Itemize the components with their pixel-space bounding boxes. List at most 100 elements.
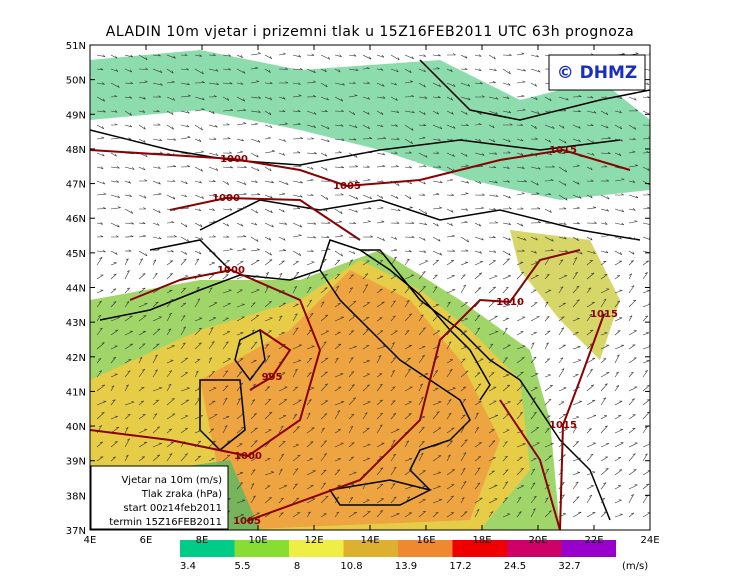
isobar-label: 995: [262, 372, 283, 383]
wind-arrow: [614, 330, 621, 336]
wind-arrow: [642, 151, 650, 154]
wind-arrow: [586, 384, 595, 392]
wind-arrow: [516, 192, 525, 196]
wind-arrow: [110, 399, 116, 406]
wind-arrow: [348, 471, 357, 476]
wind-arrow: [362, 511, 371, 518]
wind-arrow: [194, 370, 199, 378]
wind-arrow: [390, 400, 396, 406]
wind-arrow: [208, 194, 219, 198]
lat-label: 41N: [66, 387, 86, 398]
wind-arrow: [152, 369, 158, 378]
wind-arrow: [306, 329, 312, 336]
wind-arrow: [544, 236, 554, 242]
wind-arrow: [152, 259, 157, 266]
wind-arrow: [446, 328, 453, 336]
wind-arrow: [530, 274, 539, 280]
wind-arrow: [530, 124, 537, 129]
wind-arrow: [194, 342, 202, 350]
wind-arrow: [628, 150, 636, 154]
wind-arrow: [530, 152, 538, 157]
wind-arrow: [474, 54, 482, 57]
wind-arrow: [390, 453, 397, 462]
wind-arrow: [516, 316, 526, 322]
wind-arrow: [600, 456, 609, 462]
wind-arrow: [530, 54, 539, 58]
wind-arrow: [642, 315, 649, 322]
wind-arrow: [166, 124, 174, 130]
wind-arrow: [138, 80, 148, 84]
colorbar-segment: [561, 540, 616, 557]
wind-arrow: [166, 273, 173, 280]
wind-arrow: [572, 317, 580, 322]
wind-arrow: [628, 398, 635, 406]
wind-arrow: [194, 81, 205, 84]
wind-arrow: [502, 469, 509, 476]
wind-arrow: [348, 330, 355, 336]
wind-arrow: [236, 316, 245, 322]
isobar-label: 1000: [234, 451, 262, 462]
colorbar: 3.4 5.5 8 10.8 13.9 17.2 24.5 32.7: [180, 540, 616, 572]
wind-arrow: [334, 316, 345, 322]
wind-arrow: [642, 95, 650, 99]
wind-arrow: [628, 137, 636, 140]
wind-arrow: [474, 272, 483, 280]
wind-arrow: [124, 330, 133, 336]
lon-label: 4E: [84, 535, 97, 546]
wind-arrow: [390, 221, 400, 224]
wind-arrow: [208, 428, 215, 434]
wind-arrow: [544, 484, 550, 490]
wind-arrow: [642, 272, 648, 280]
wind-arrow: [600, 234, 609, 238]
wind-arrow: [306, 80, 316, 84]
wind-arrow: [600, 332, 608, 336]
wind-arrow: [306, 357, 313, 364]
wind-arrow: [96, 250, 106, 253]
colorbar-label: 13.9: [395, 561, 417, 572]
wind-arrow: [208, 457, 215, 462]
wind-arrow: [544, 415, 551, 420]
wind-arrow: [418, 271, 426, 280]
wind-arrow: [166, 299, 174, 308]
wind-arrow: [516, 271, 525, 280]
wind-arrow: [180, 165, 190, 168]
wind-arrow: [572, 206, 580, 210]
wind-arrow: [362, 284, 369, 294]
lon-label: 10E: [248, 535, 267, 546]
wind-arrow: [614, 300, 621, 308]
wind-arrow: [488, 180, 498, 184]
wind-arrow: [208, 387, 217, 392]
wind-arrow: [334, 109, 344, 112]
wind-arrow: [278, 109, 286, 112]
wind-arrow: [530, 166, 541, 170]
wind-arrow: [558, 180, 567, 186]
wind-arrow: [502, 327, 508, 336]
wind-arrow: [376, 412, 384, 420]
wind-arrow: [390, 315, 396, 322]
wind-arrow: [502, 236, 511, 241]
wind-arrow: [279, 81, 289, 84]
wind-arrow: [530, 387, 538, 392]
wind-arrow: [278, 359, 285, 364]
wind-arrow: [222, 370, 229, 378]
wind-arrow: [572, 496, 580, 504]
wind-arrow: [180, 136, 191, 140]
wind-arrow: [586, 206, 597, 210]
wind-arrow: [474, 206, 484, 210]
wind-arrow: [572, 426, 578, 434]
wind-arrow: [572, 400, 583, 406]
wind-arrow: [236, 165, 247, 168]
wind-arrow: [572, 285, 580, 294]
wind-arrow: [208, 53, 216, 56]
wind-arrow: [110, 301, 117, 308]
wind-arrow: [138, 234, 147, 238]
isobar-label: 1000: [217, 265, 245, 276]
wind-arrow: [572, 359, 582, 364]
wind-arrow: [404, 286, 411, 294]
wind-arrow: [390, 124, 398, 127]
wind-arrow: [502, 286, 509, 294]
wind-arrow: [110, 273, 117, 280]
wind-arrow: [404, 221, 415, 224]
wind-arrow: [250, 457, 258, 462]
wind-arrow: [376, 383, 383, 392]
